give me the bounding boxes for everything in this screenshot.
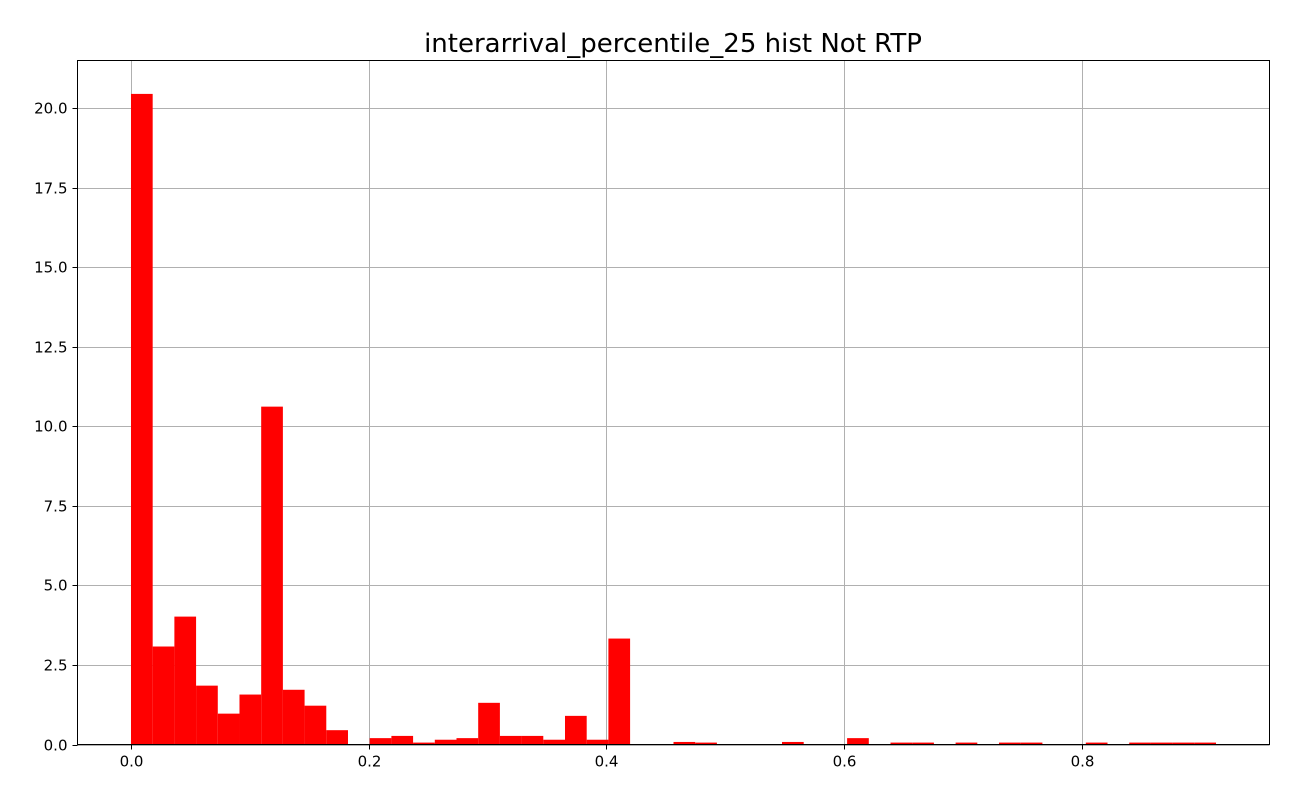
histogram-bar	[1129, 742, 1151, 745]
y-tick-label: 7.5	[44, 498, 68, 516]
histogram-bar	[782, 741, 804, 745]
histogram-bar	[1172, 742, 1195, 745]
y-tick-label: 17.5	[34, 180, 67, 198]
grid-lines	[77, 60, 1270, 746]
bars	[130, 93, 1217, 745]
histogram-bar	[564, 715, 587, 745]
histogram-bar	[174, 616, 197, 745]
y-tick-label: 20.0	[34, 100, 67, 118]
histogram-bar	[499, 735, 522, 745]
x-tick-label: 0.4	[595, 753, 619, 771]
histogram-bar	[239, 694, 262, 745]
y-tick-label: 10.0	[34, 418, 67, 436]
histogram-bar	[586, 739, 609, 745]
x-axis-ticks: 0.0 0.2 0.4 0.6 0.8	[120, 744, 1095, 771]
histogram-bar	[478, 702, 500, 745]
plot-frame	[77, 60, 1270, 745]
histogram-bar	[847, 738, 869, 745]
y-tick-label: 12.5	[34, 339, 67, 357]
histogram-bar	[196, 685, 218, 745]
histogram-bar	[521, 735, 544, 745]
histogram-bar	[955, 742, 978, 745]
histogram-bar	[413, 742, 435, 745]
histogram-bar	[326, 730, 348, 745]
histogram-bar	[304, 705, 327, 745]
histogram-bar	[1020, 742, 1043, 745]
histogram-bar	[543, 739, 565, 745]
histogram-bar	[391, 735, 414, 745]
y-tick-label: 2.5	[44, 657, 68, 675]
y-tick-label: 15.0	[34, 259, 67, 277]
histogram-bar	[1085, 742, 1108, 745]
histogram-bar	[912, 742, 934, 745]
histogram-bar	[456, 738, 479, 745]
chart-title: interarrival_percentile_25 hist Not RTP	[424, 29, 922, 59]
histogram-bar	[1194, 742, 1217, 745]
histogram-bar	[282, 689, 305, 745]
x-tick-label: 0.8	[1071, 753, 1095, 771]
histogram-bar	[999, 742, 1021, 745]
histogram-bar	[1150, 742, 1173, 745]
histogram-bar	[890, 742, 913, 745]
histogram-bar	[434, 739, 457, 745]
histogram-bar	[695, 742, 717, 745]
histogram-bar	[261, 406, 283, 745]
x-tick-label: 0.6	[833, 753, 857, 771]
histogram-bar	[673, 741, 696, 745]
y-tick-label: 0.0	[44, 737, 68, 755]
y-tick-label: 5.0	[44, 577, 68, 595]
x-tick-label: 0.2	[358, 753, 382, 771]
y-axis-ticks: 0.0 2.5 5.0 7.5 10.0 12.5 15.0 17.5 20.0	[34, 100, 78, 755]
histogram-bar	[217, 713, 240, 745]
histogram-bar	[369, 738, 392, 745]
x-tick-label: 0.0	[120, 753, 144, 771]
histogram-bar	[608, 638, 631, 745]
histogram-bar	[152, 646, 175, 745]
histogram-bar	[130, 93, 153, 745]
